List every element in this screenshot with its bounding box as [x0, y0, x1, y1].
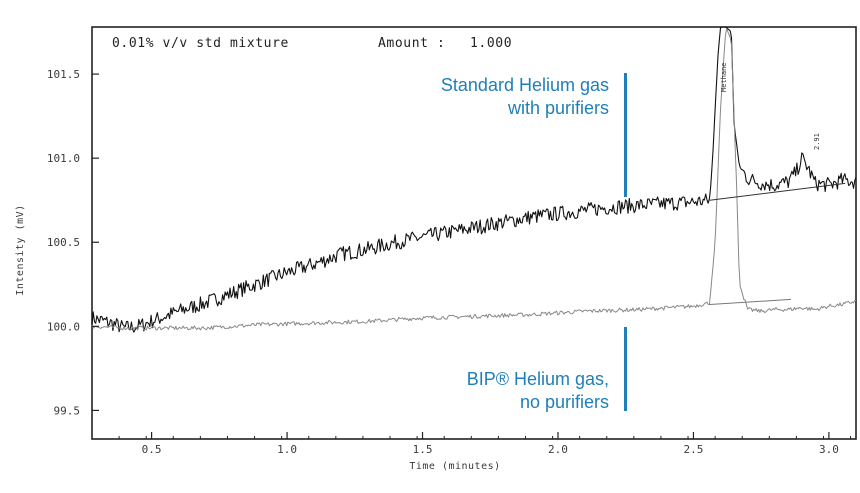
plot-frame: [91, 26, 857, 440]
tick-layer: 0.5 1.0 1.5 2.0 2.5 3.0 99.5 100.0 100.5 101.0 101…: [47, 68, 852, 456]
callout-bottom-bar: [624, 327, 627, 411]
callout-bottom-line-2: no purifiers: [520, 392, 609, 412]
callout-top-bar: [624, 73, 627, 197]
series-line-1: [91, 26, 857, 333]
callout-top-line-2: with purifiers: [507, 98, 609, 118]
baseline-lower: [709, 298, 792, 305]
y-tick-label: 100.5: [47, 236, 80, 249]
peak-label-methane: Methane: [720, 62, 728, 92]
baseline-layer: [709, 182, 846, 305]
y-tick-label: 101.0: [47, 152, 80, 165]
y-axis-title: Intensity (mV): [15, 204, 26, 295]
chart-header: 0.01% v/v std mixture: [112, 36, 289, 51]
x-tick-label: 2.5: [684, 443, 704, 456]
amount-label: Amount :: [378, 36, 445, 51]
x-axis-title: Time (minutes): [409, 461, 500, 472]
callout-bottom-line-1: BIP® Helium gas,: [467, 369, 609, 389]
y-tick-label: 101.5: [47, 68, 80, 81]
baseline-upper: [709, 182, 846, 201]
x-tick-label: 2.0: [548, 443, 568, 456]
x-tick-label: 1.0: [277, 443, 297, 456]
x-tick-label: 1.5: [413, 443, 433, 456]
peak-label-2-91: 2.91: [813, 133, 821, 150]
y-tick-label: 100.0: [47, 320, 80, 333]
amount-value: 1.000: [470, 36, 512, 51]
x-tick-label: 3.0: [819, 443, 839, 456]
y-tick-label: 99.5: [54, 404, 81, 417]
series-line-2: [91, 28, 857, 331]
series-layer: [91, 26, 857, 333]
x-tick-label: 0.5: [142, 443, 162, 456]
callout-top-line-1: Standard Helium gas: [441, 75, 609, 95]
